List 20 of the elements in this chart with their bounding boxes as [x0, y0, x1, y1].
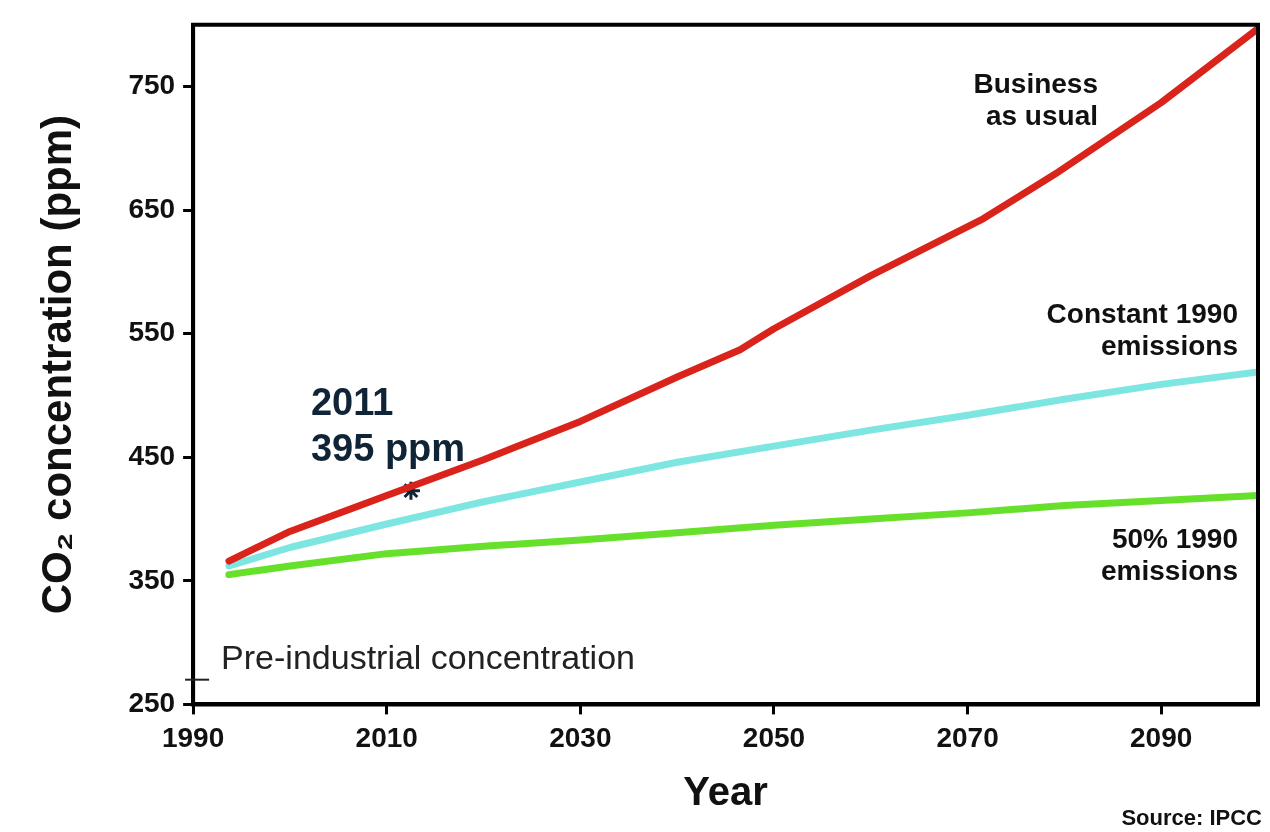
series-label: Business as usual — [973, 68, 1098, 132]
y-axis-title: CO₂ concentration (ppm) — [32, 114, 80, 615]
y-tick-label: 450 — [128, 439, 176, 471]
series-label: 50% 1990 emissions — [1101, 522, 1238, 586]
annotation: 2011 395 ppm — [310, 380, 466, 469]
x-axis-title: Year — [683, 769, 768, 814]
x-tick-label: 2030 — [549, 721, 612, 753]
x-tick-label: 2090 — [1130, 721, 1193, 753]
ref-line-label: Pre-industrial concentration — [221, 638, 636, 677]
y-tick-label: 550 — [128, 316, 176, 348]
series-label: Constant 1990 emissions — [1046, 297, 1238, 361]
y-tick-label: 350 — [128, 563, 176, 595]
y-tick-label: 650 — [128, 192, 176, 224]
y-tick-label: 250 — [128, 687, 176, 719]
y-tick-label: 750 — [128, 69, 176, 101]
x-tick-label: 1990 — [161, 721, 225, 753]
x-tick-label: 2010 — [355, 721, 418, 753]
x-tick-label: 2050 — [742, 721, 806, 753]
x-tick-label: 2070 — [936, 721, 999, 753]
source-note: Source: IPCC — [1121, 805, 1263, 831]
